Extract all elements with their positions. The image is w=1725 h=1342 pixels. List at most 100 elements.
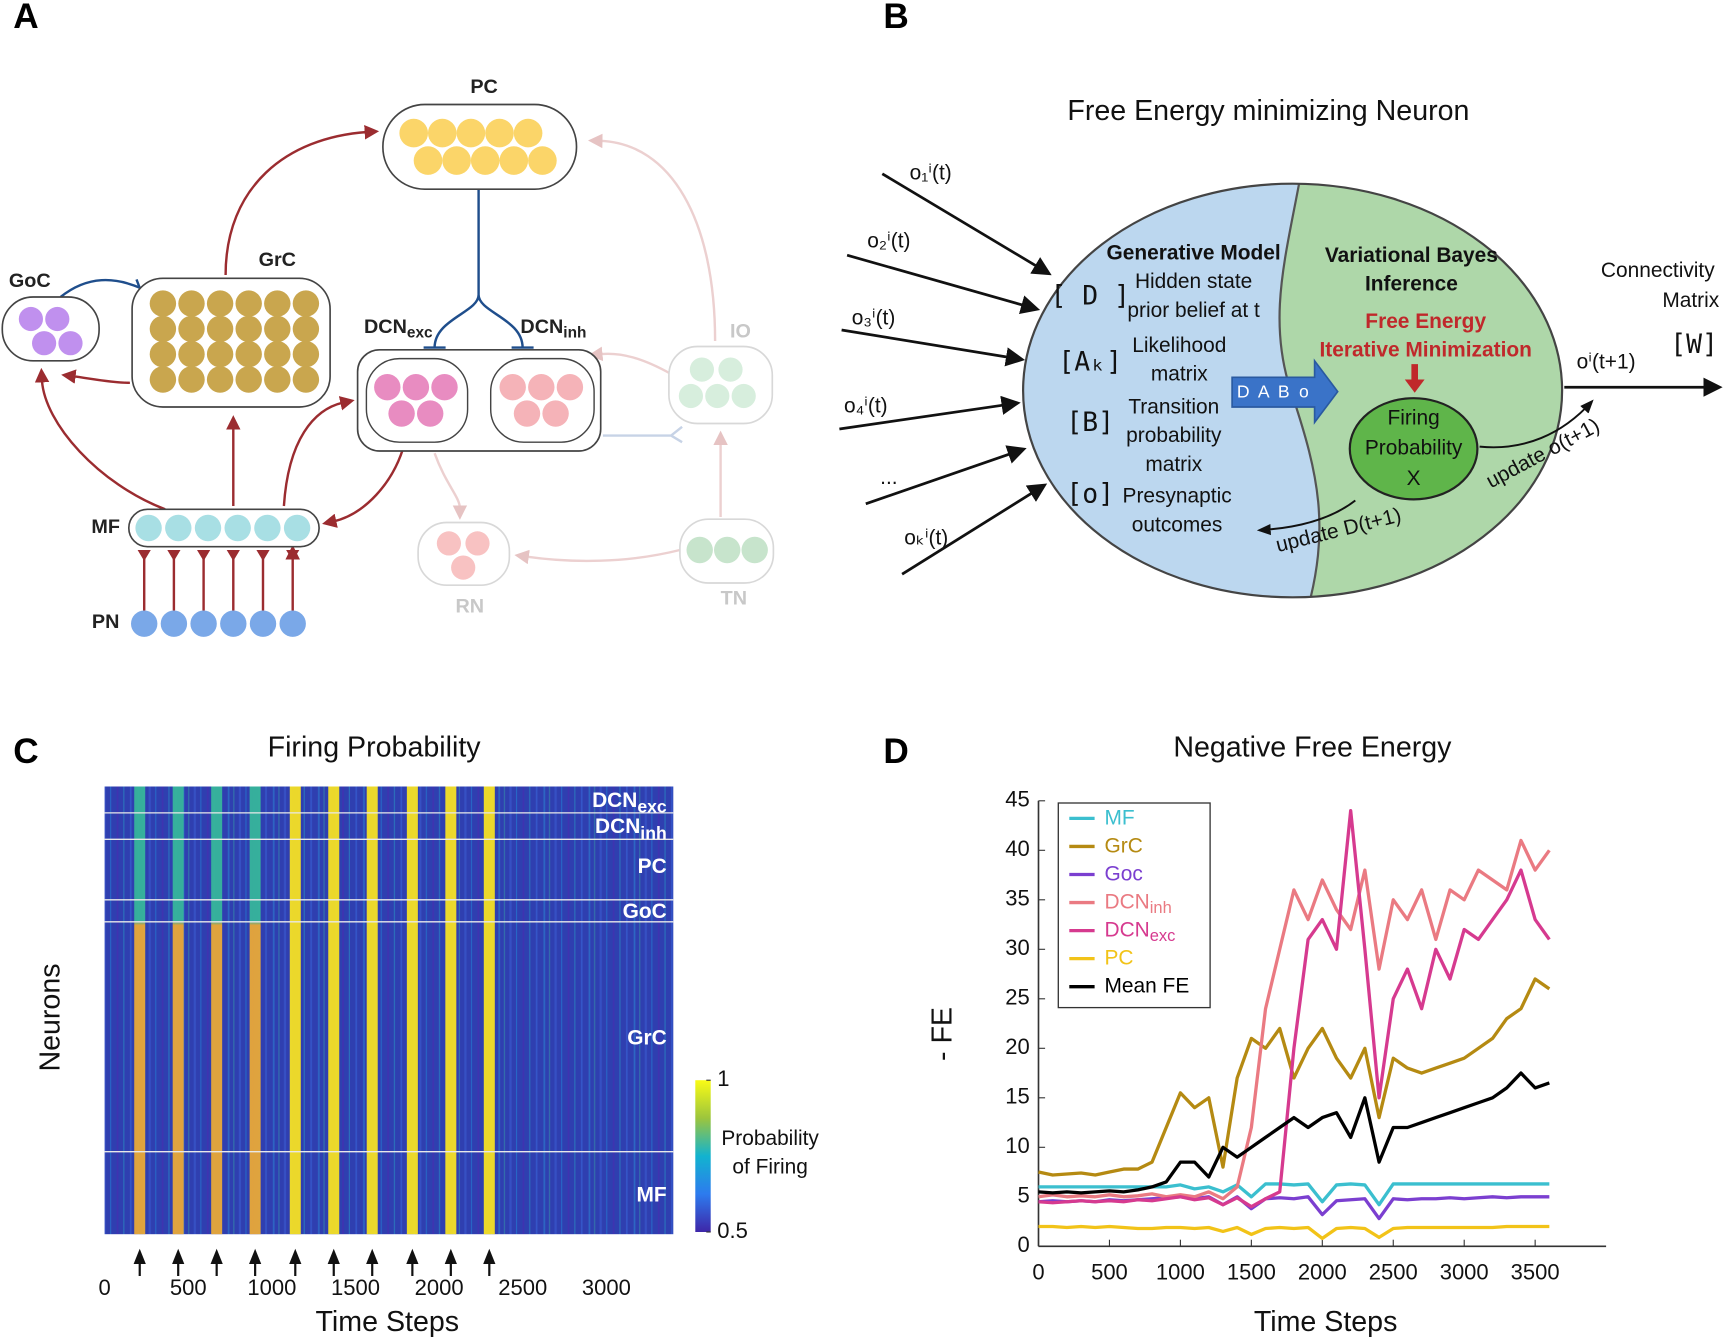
x-tick-label: 0 [1032,1260,1044,1285]
stimulus-stripe [445,786,457,1235]
row-group-label: GrC [627,1026,666,1049]
label-main: DCN [592,788,637,811]
series-line [1038,977,1551,1177]
row-group-label: GoC [623,899,667,922]
input-lines [839,172,1052,576]
stimulus-stripe [172,786,184,1235]
input-label: ... [880,466,897,489]
section-heading: Variational Bayes [1325,244,1498,267]
label-sub: inh [1150,900,1172,918]
y-tick-label: 30 [1005,935,1029,960]
connection [423,189,534,349]
node-text: X [1407,467,1421,490]
label-sub: exc [407,324,433,341]
section-heading: Generative Model [1107,242,1281,265]
heatmap-background [104,786,674,1235]
cells-rn [436,531,490,580]
series-line [1038,1182,1550,1207]
colorbar-label: Probability [721,1127,819,1150]
legend-label: DCNinh [1105,890,1172,917]
y-tick-label: 45 [1005,787,1029,812]
cells-dcn-inh [499,374,584,427]
node-text: Probability [1365,436,1463,459]
down-arrow [1404,364,1425,393]
node-label: DCNexc [364,316,433,341]
matrix-symbol: [o] [1066,478,1114,509]
description: matrix [1145,453,1202,476]
label-main: Mean FE [1105,974,1190,997]
stimulus-stripe [406,786,418,1235]
node-label: GrC [259,249,296,271]
connection [282,396,355,507]
label-main: DCN [595,815,640,838]
connection [34,367,166,511]
y-axis-label: - FE [926,1007,958,1061]
stimulus-stripe [483,786,495,1235]
x-tick-label: 1000 [1156,1260,1205,1285]
label-main: PC [638,854,667,877]
cells-mf [135,514,311,542]
node-label: DCNinh [520,316,586,341]
row-group-label: PC [638,854,667,877]
label-main: GoC [623,899,667,922]
y-tick-label: 15 [1005,1084,1029,1109]
update-arrow [1256,499,1356,536]
x-tick-label: 1500 [331,1275,380,1300]
connection [224,124,380,276]
node-text: Firing [1387,407,1439,430]
firing-node [1348,397,1479,501]
stimulus-stripe [366,786,378,1235]
output-label: oⁱ(t+1) [1577,351,1636,374]
description: Likelihood [1132,334,1226,357]
row-group-label: DCNexc [592,788,667,816]
label-main: DCN [364,316,407,338]
legend-label: DCNexc [1105,918,1176,945]
x-tick-label: 2500 [498,1275,547,1300]
row-group-label: DCNinh [595,815,667,843]
heatmap-chart: Firing Probability Time Steps Neurons Pr… [34,732,819,1338]
description: probability [1126,424,1222,447]
node-label: PN [92,611,120,633]
cells-grc [149,290,320,393]
x-tick-label: 500 [1091,1260,1128,1285]
y-tick-label: 25 [1005,985,1029,1010]
generative-region [1023,183,1320,598]
cells-pn [131,610,306,637]
label-sub: exc [637,796,667,816]
connectivity-label: Connectivity [1601,259,1715,282]
chart-title: Firing Probability [268,732,482,764]
description: outcomes [1132,513,1223,536]
highlight: Free Energy [1365,310,1486,333]
line-chart: Negative Free Energy Time Steps - FE 0 50… [926,732,1607,1338]
cells-tn [686,536,768,564]
parameter-arrow [1231,358,1339,425]
cells-dcn-exc [374,374,458,427]
pn-mf-connections [137,550,300,611]
connection [587,133,717,342]
series-line [1038,1224,1550,1241]
update-arrow [1479,399,1594,449]
label-main: GrC [627,1026,666,1049]
label-main: PC [1105,946,1134,969]
description: Transition [1128,396,1219,419]
input-label: o₂ⁱ(t) [867,230,910,253]
connection [514,548,681,565]
colorbar-tick-label: 0.5 [717,1218,748,1243]
label-main: MF [637,1183,667,1206]
legend-label: PC [1105,946,1134,969]
node-dcn-inh [489,357,595,443]
matrix-symbol: [W] [1670,329,1718,360]
panel-label: D [883,732,908,771]
label-main: MF [1105,806,1135,829]
series-line [1038,809,1551,1209]
x-tick-label: 500 [170,1275,207,1300]
input-label: o₃ⁱ(t) [852,307,896,330]
node-label: GoC [9,270,51,292]
input-label: oₖⁱ(t) [904,527,948,550]
connection [588,346,672,376]
input-label: o₄ⁱ(t) [844,395,888,418]
node-label: MF [91,516,120,538]
description: matrix [1151,363,1208,386]
stimulus-stripe [134,786,146,1235]
stimulus-stripe [249,786,261,1235]
